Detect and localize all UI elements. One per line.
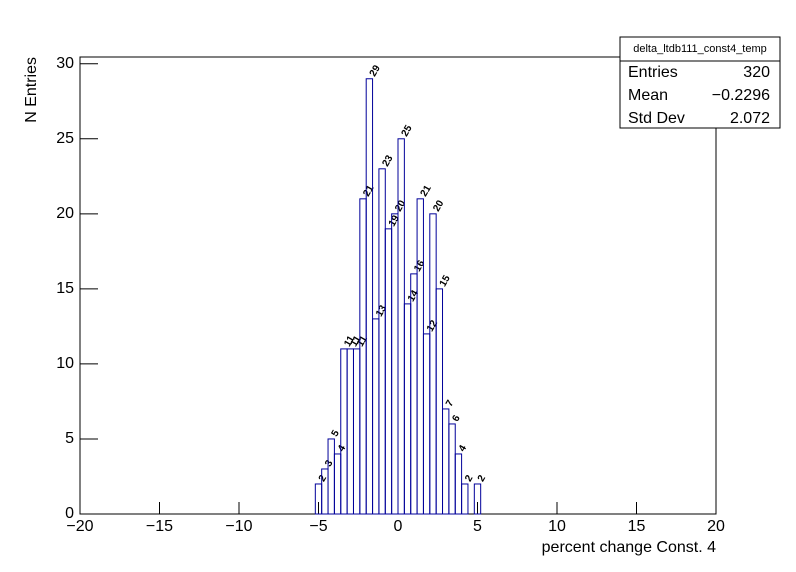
x-tick-label: 15 xyxy=(628,518,646,535)
y-tick-label: 30 xyxy=(56,55,74,72)
stats-box: delta_ltdb111_const4_temp Entries 320 Me… xyxy=(619,36,781,129)
x-tick-label: 5 xyxy=(473,518,482,535)
y-axis-title: N Entries xyxy=(23,57,40,123)
data-label: 2 xyxy=(317,473,330,484)
y-tick-label: 10 xyxy=(56,355,74,372)
stats-label: Std Dev xyxy=(628,110,685,127)
y-tick-label: 0 xyxy=(65,505,74,522)
bar xyxy=(435,288,444,515)
bar xyxy=(461,483,469,515)
data-label: 5 xyxy=(330,428,343,439)
stats-value: 320 xyxy=(743,64,770,81)
data-label: 21 xyxy=(419,183,434,199)
stats-label: Mean xyxy=(628,87,668,104)
data-label: 2 xyxy=(463,473,476,484)
x-tick-label: 0 xyxy=(394,518,403,535)
x-tick-label: −10 xyxy=(225,518,252,535)
data-label: 3 xyxy=(323,458,336,469)
y-tick-label: 5 xyxy=(65,430,74,447)
data-label: 4 xyxy=(457,443,470,454)
x-tick-label: −5 xyxy=(309,518,327,535)
data-label: 29 xyxy=(368,63,383,79)
data-label: 15 xyxy=(438,273,453,289)
data-label: 4 xyxy=(336,443,349,454)
data-label: 20 xyxy=(431,198,446,214)
x-tick-label: 20 xyxy=(707,518,725,535)
x-tick-label: −15 xyxy=(146,518,173,535)
x-tick-label: 10 xyxy=(548,518,566,535)
stats-frame xyxy=(619,36,781,129)
y-tick-label: 15 xyxy=(56,280,74,297)
data-label: 7 xyxy=(444,398,457,409)
x-axis-title: percent change Const. 4 xyxy=(542,539,716,556)
data-label: 25 xyxy=(400,123,415,139)
data-label: 23 xyxy=(380,153,395,169)
y-tick-label: 25 xyxy=(56,130,74,147)
stats-label: Entries xyxy=(628,64,678,81)
data-label: 6 xyxy=(450,413,463,424)
stats-value: 2.072 xyxy=(730,110,770,127)
stats-title: delta_ltdb111_const4_temp xyxy=(633,43,767,55)
bar xyxy=(473,483,482,515)
y-tick-label: 20 xyxy=(56,205,74,222)
data-label: 2 xyxy=(476,473,489,484)
stats-value: −0.2296 xyxy=(712,87,770,104)
bar xyxy=(365,78,374,515)
x-tick-label: −20 xyxy=(66,518,93,535)
